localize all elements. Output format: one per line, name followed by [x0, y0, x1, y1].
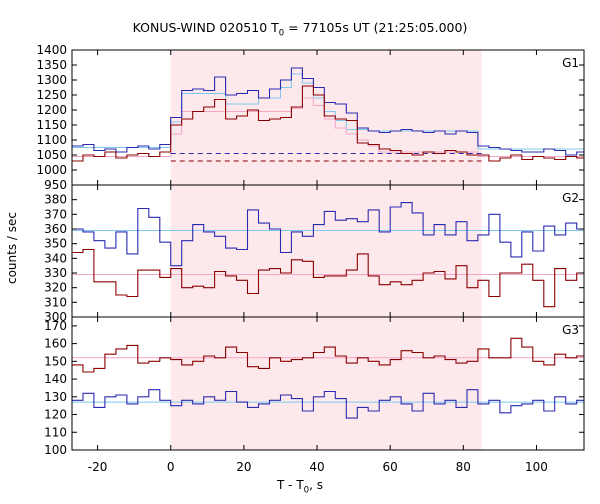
- x-tick-label: 0: [167, 460, 175, 474]
- chart-title: KONUS-WIND 020510 T0 = 77105s UT (21:25:…: [0, 20, 600, 39]
- x-tick-label: 60: [383, 460, 398, 474]
- y-tick-label: 380: [44, 193, 67, 207]
- series-line-2: [72, 389, 584, 419]
- highlight-interval: [170, 185, 482, 317]
- panel-label: G1: [562, 56, 579, 70]
- x-axis-label-main: T - T: [277, 478, 304, 492]
- y-tick-label: 1000: [36, 163, 67, 177]
- y-tick-label: 330: [44, 266, 67, 280]
- panel-g3: 100 110 120 130 140 150 160 170 G3: [44, 316, 585, 457]
- y-tick-label: 1350: [36, 58, 67, 72]
- y-tick-label: 1250: [36, 88, 67, 102]
- y-tick-label: 120: [44, 408, 67, 422]
- panel-frame: [71, 316, 585, 451]
- x-axis-label: T - T0, s: [0, 478, 600, 495]
- y-tick-label: 1300: [36, 73, 67, 87]
- chart-title-sub: 0: [278, 28, 285, 39]
- y-tick-label: 140: [44, 372, 67, 386]
- y-tick-label: 310: [44, 295, 67, 309]
- y-tick-label: 160: [44, 337, 67, 351]
- y-tick-label: 1400: [36, 43, 67, 57]
- x-tick-label: -20: [88, 460, 108, 474]
- x-tick-label: 80: [456, 460, 471, 474]
- plot-area: [72, 202, 584, 308]
- y-tick-label: 1050: [36, 148, 67, 162]
- x-tick-label: 100: [525, 460, 548, 474]
- highlight-interval: [170, 317, 482, 450]
- y-tick-label: 1100: [36, 133, 67, 147]
- y-tick-label: 360: [44, 222, 67, 236]
- y-tick-label: 370: [44, 207, 67, 221]
- y-tick-label: 1200: [36, 103, 67, 117]
- x-axis-label-sub: 0: [303, 485, 310, 496]
- x-axis-label-tail: , s: [309, 478, 323, 492]
- plot-area: [72, 337, 584, 419]
- series-line-1: [72, 202, 584, 267]
- x-tick-label: 20: [236, 460, 251, 474]
- y-tick-label: 300: [44, 310, 67, 324]
- highlight-interval: [170, 50, 482, 185]
- x-tick-label: 40: [309, 460, 324, 474]
- series-line-2: [72, 85, 584, 162]
- y-tick-label: 170: [44, 319, 67, 333]
- y-tick-label: 340: [44, 251, 67, 265]
- y-tick-label: 130: [44, 390, 67, 404]
- series-line-1: [72, 337, 584, 373]
- series-line-2: [72, 248, 584, 308]
- chart-title-main: KONUS-WIND 020510 T: [132, 20, 279, 35]
- y-tick-label: 110: [44, 425, 67, 439]
- y-axis-label: counts / sec: [5, 211, 19, 285]
- panel-label: G2: [562, 191, 579, 205]
- panel-label: G3: [562, 323, 579, 337]
- y-tick-label: 350: [44, 237, 67, 251]
- y-tick-label: 320: [44, 281, 67, 295]
- plot-area: [72, 67, 584, 162]
- panel-g1: 950100010501100115012001250130013501400-…: [36, 43, 585, 474]
- y-tick-label: 100: [44, 443, 67, 457]
- y-tick-label: 1150: [36, 118, 67, 132]
- y-tick-label: 950: [44, 178, 67, 192]
- y-tick-label: 150: [44, 354, 67, 368]
- chart-title-tail: = 77105s UT (21:25:05.000): [284, 20, 468, 35]
